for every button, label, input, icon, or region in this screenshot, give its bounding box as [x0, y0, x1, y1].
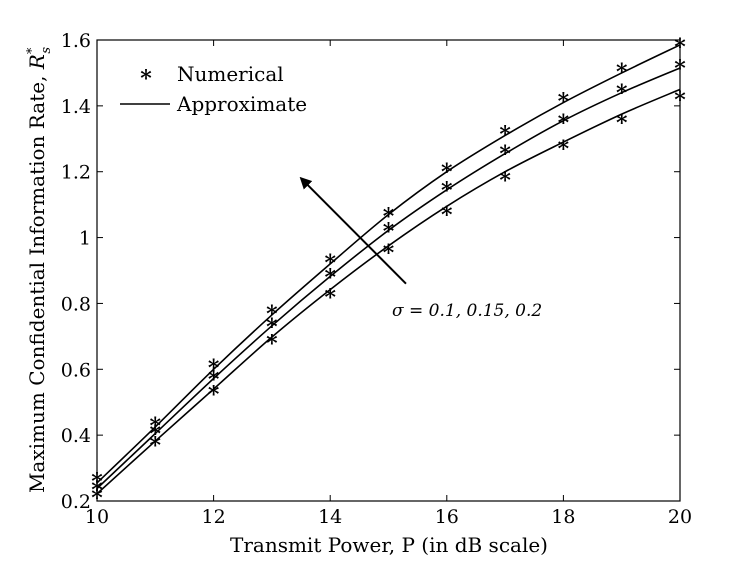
numerical-point-series-3: *	[558, 137, 570, 163]
numerical-point-series-1: *	[208, 356, 220, 382]
y-tick-label: 0.2	[61, 491, 91, 513]
numerical-point-series-2: *	[383, 219, 395, 245]
y-tick-label: 0.6	[61, 359, 91, 381]
y-axis-title-symbol: R	[25, 54, 49, 70]
numerical-point-series-2: *	[208, 367, 220, 393]
axis-ticks: 10 12 14 16 18 20 0.2 0.4 0.6 0.8 1 1.2 1.4 1.6	[61, 30, 692, 528]
numerical-point-series-3: *	[324, 285, 336, 311]
y-tick-label: 1.2	[61, 162, 91, 184]
x-tick-label: 12	[202, 506, 226, 528]
numerical-point-series-1: *	[383, 204, 395, 230]
numerical-point-series-3: *	[499, 168, 511, 194]
numerical-point-series-1: *	[324, 250, 336, 276]
annotation-arrow	[299, 176, 407, 285]
numerical-point-series-3: *	[150, 433, 162, 459]
numerical-point-series-1: *	[616, 59, 628, 85]
approximate-line-series-1	[96, 44, 681, 484]
plot-area	[96, 39, 681, 502]
legend-label-numerical: Numerical	[177, 62, 284, 86]
numerical-point-series-3: *	[616, 110, 628, 136]
numerical-point-series-1: *	[91, 469, 103, 495]
legend-label-approximate: Approximate	[176, 92, 307, 116]
numerical-markers: *********************************	[91, 35, 686, 512]
y-axis-title-sub: s	[39, 47, 54, 54]
numerical-point-series-2: *	[558, 110, 570, 136]
numerical-point-series-3: *	[266, 331, 278, 357]
approximate-curves	[96, 44, 681, 495]
numerical-point-series-3: *	[441, 203, 453, 229]
numerical-point-series-2: *	[499, 142, 511, 168]
y-tick-label: 0.8	[61, 293, 91, 315]
numerical-point-series-2: *	[266, 314, 278, 340]
x-tick-label: 20	[668, 506, 692, 528]
y-tick-label: 0.4	[61, 425, 91, 447]
numerical-point-series-2: *	[616, 81, 628, 107]
x-tick-label: 14	[318, 506, 342, 528]
y-tick-label: 1.6	[61, 30, 91, 52]
numerical-point-series-2: *	[674, 56, 686, 82]
numerical-point-series-1: *	[558, 89, 570, 115]
y-tick-label: 1	[79, 228, 91, 250]
numerical-point-series-3: *	[674, 87, 686, 113]
y-axis-title-main: Maximum Confidential Information Rate,	[25, 69, 49, 493]
y-tick-label: 1.4	[61, 96, 91, 118]
legend: * Numerical Approximate	[120, 62, 307, 116]
y-axis-title-sup: *	[25, 47, 40, 54]
annotation-text: σ = 0.1, 0.15, 0.2	[392, 301, 542, 321]
numerical-point-series-3: *	[208, 382, 220, 408]
numerical-point-series-2: *	[441, 178, 453, 204]
numerical-point-series-1: *	[499, 122, 511, 148]
numerical-point-series-1: *	[150, 413, 162, 439]
numerical-point-series-3: *	[91, 486, 103, 512]
x-tick-label: 10	[85, 506, 109, 528]
numerical-point-series-2: *	[91, 477, 103, 503]
numerical-point-series-1: *	[441, 160, 453, 186]
sigma-annotation: σ = 0.1, 0.15, 0.2	[299, 176, 542, 321]
x-tick-label: 16	[435, 506, 459, 528]
x-tick-label: 18	[551, 506, 575, 528]
approximate-line-series-2	[96, 67, 681, 490]
y-axis-title: Maximum Confidential Information Rate, R…	[25, 47, 54, 493]
x-axis-title: Transmit Power, P (in dB scale)	[230, 533, 548, 557]
legend-marker-numerical: *	[140, 66, 152, 92]
numerical-point-series-3: *	[383, 240, 395, 266]
numerical-point-series-2: *	[324, 265, 336, 291]
numerical-point-series-1: *	[674, 35, 686, 61]
approximate-line-series-3	[96, 88, 681, 495]
numerical-point-series-1: *	[266, 301, 278, 327]
numerical-point-series-2: *	[150, 421, 162, 447]
